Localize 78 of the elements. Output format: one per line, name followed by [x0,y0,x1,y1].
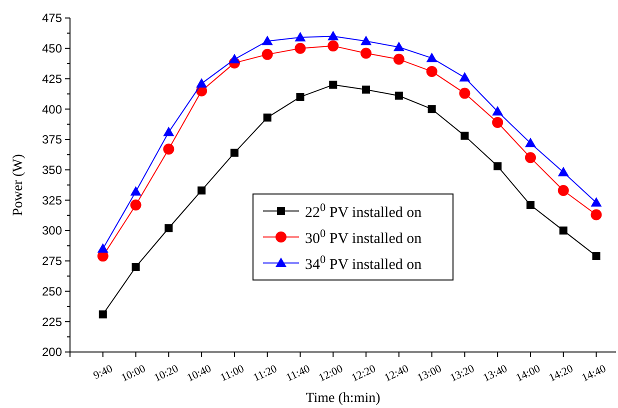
y-tick-label: 475 [42,11,62,26]
point [394,92,403,100]
point [459,88,470,99]
point [360,48,372,59]
point [426,66,438,77]
x-axis-title: Time (h:min) [306,391,381,406]
point [494,162,502,170]
y-axis-title: Power (W) [11,154,26,216]
point [294,32,306,42]
y-tick-label: 400 [42,102,62,116]
point [393,54,404,65]
point [294,42,306,54]
y-tick-label: 325 [42,193,62,208]
point [329,80,338,89]
point [163,126,174,136]
point [130,200,142,211]
y-tick-label: 275 [42,254,62,268]
x-tick-label: 13:00 [416,362,444,384]
y-tick-label: 425 [42,72,62,86]
point [492,116,504,128]
point [328,40,339,52]
point [590,197,602,207]
y-tick-label: 225 [42,314,62,329]
x-tick-label: 12:00 [316,362,346,384]
x-tick-label: 9:40 [92,362,115,382]
point [263,114,272,122]
point [230,148,238,157]
x-tick-label: 14:40 [580,362,608,384]
y-tick-label: 200 [42,345,62,360]
point [558,184,569,196]
point [163,144,174,155]
x-tick-label: 14:20 [547,362,576,384]
point [492,106,504,116]
x-tick-label: 12:40 [382,362,411,384]
point [228,54,240,64]
x-tick-label: 11:40 [284,362,312,384]
point [198,186,206,194]
point [524,152,536,164]
point [428,105,436,114]
point [262,48,273,60]
point [132,262,140,271]
x-tick-label: 11:00 [218,362,246,384]
x-tick-label: 13:20 [448,362,477,384]
point [558,166,569,176]
point [328,30,339,40]
y-tick-label: 350 [42,163,62,178]
x-tick-label: 10:40 [185,362,214,384]
point [524,138,536,148]
point [164,224,173,232]
y-tick-label: 250 [42,284,62,298]
x-tick-label: 10:20 [152,362,181,384]
y-tick-label: 375 [42,132,62,147]
point [262,36,273,46]
point [559,226,568,235]
point [460,132,469,140]
legend-label: 22$^{0}$ PV installed on [305,202,422,221]
x-tick-label: 10:00 [120,362,148,384]
point [196,78,208,88]
point [459,72,470,82]
x-tick-label: 12:20 [350,362,378,384]
point [590,209,602,220]
legend-label: 30$^{0}$ PV installed on [305,228,422,247]
x-tick-label: 14:00 [514,362,543,384]
point [426,52,438,62]
y-tick-label: 450 [42,42,62,56]
x-tick-label: 13:40 [481,362,510,384]
x-tick-label: 11:20 [252,362,280,384]
point [296,92,304,101]
point [360,36,372,46]
point [526,201,534,210]
point [97,243,108,253]
legend-label: 34$^{0}$ PV installed on [305,254,422,273]
point [98,310,107,318]
y-tick-label: 300 [42,224,62,238]
point [592,252,600,260]
point [393,42,404,52]
point [362,86,370,94]
point [130,186,142,196]
